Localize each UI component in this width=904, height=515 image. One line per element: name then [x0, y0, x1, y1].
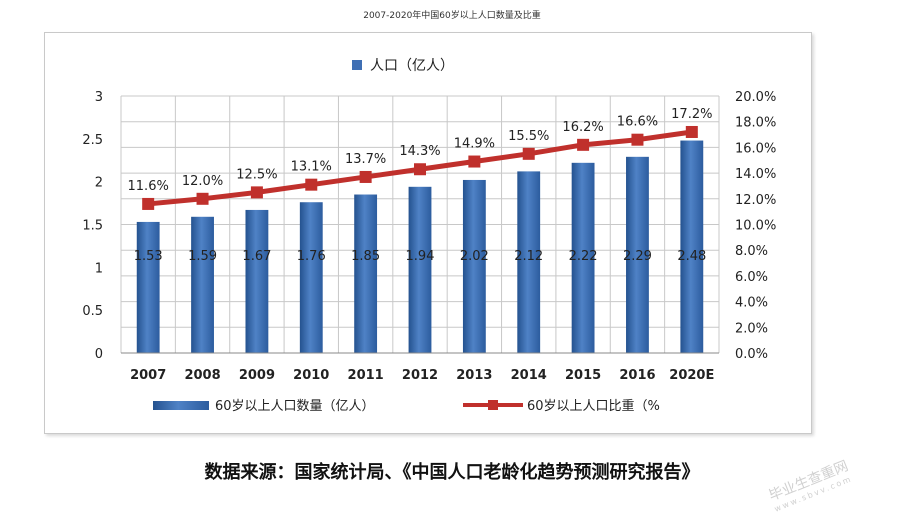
- line-data-label: 14.3%: [399, 144, 440, 159]
- line-point: [250, 186, 263, 199]
- line-point: [414, 163, 426, 176]
- top-legend-label: 人口（亿人）: [370, 58, 454, 74]
- bar-data-label: 1.67: [242, 249, 271, 264]
- chart-svg: 人口（亿人） 0 0.5 1 1.5 2 2.5 3 0.0% 2.0% 4.0% 6.0% 8.0…: [82, 58, 776, 414]
- bar-data-label: 1.53: [134, 249, 163, 264]
- y-right-tick-label: 0.0%: [735, 347, 768, 362]
- x-tick-label: 2015: [565, 368, 601, 383]
- line-data-label: 12.5%: [236, 167, 277, 182]
- bar: [517, 171, 541, 353]
- bar: [408, 186, 432, 353]
- bar-data-label: 1.85: [351, 249, 380, 264]
- legend-line-marker: [488, 400, 498, 410]
- line-point: [577, 138, 590, 151]
- bar: [354, 194, 378, 353]
- y-right-tick-label: 18.0%: [735, 116, 776, 131]
- y-right-tick-label: 14.0%: [735, 167, 776, 182]
- x-tick-label: 2013: [456, 368, 492, 383]
- x-tick-label: 2008: [184, 368, 220, 383]
- page-title: 2007-2020年中国60岁以上人口数量及比重: [363, 11, 541, 21]
- line-data-label: 15.5%: [508, 129, 549, 144]
- line-data-label: 13.7%: [345, 152, 386, 167]
- y-axis-left: 0 0.5 1 1.5 2 2.5 3: [82, 90, 103, 362]
- line-point: [468, 155, 481, 168]
- legend-line-label: 60岁以上人口比重（%: [527, 398, 660, 414]
- line-data-label: 14.9%: [454, 137, 495, 152]
- line-data-label: 13.1%: [291, 160, 332, 175]
- y-right-tick-label: 16.0%: [735, 141, 776, 156]
- bar: [571, 162, 595, 353]
- line-data-label: 17.2%: [671, 107, 712, 122]
- legend-bar-label: 60岁以上人口数量（亿人）: [215, 399, 375, 414]
- x-tick-label: 2009: [239, 368, 275, 383]
- x-tick-label: 2016: [619, 368, 655, 383]
- y-right-tick-label: 8.0%: [735, 244, 768, 259]
- y-left-tick-label: 2.5: [82, 133, 103, 148]
- bar-data-label: 2.02: [460, 249, 489, 264]
- x-tick-label: 2020E: [669, 368, 714, 383]
- bar: [680, 140, 704, 353]
- y-right-tick-label: 12.0%: [735, 193, 776, 208]
- x-tick-label: 2014: [511, 368, 547, 383]
- line-data-label: 12.0%: [182, 174, 223, 189]
- y-left-tick-label: 1: [95, 261, 103, 276]
- x-axis: 2007 2008 2009 2010 2011 2012 2013 2014 2015 2016…: [121, 352, 719, 383]
- bar-series: 1.53 1.59 1.67 1.76 1.85 1.94 2.02 2.12 2.22 2.29…: [134, 140, 706, 353]
- top-legend: 人口（亿人）: [352, 58, 454, 74]
- bar-data-label: 1.76: [297, 249, 326, 264]
- y-left-tick-label: 1.5: [82, 219, 103, 234]
- bar-data-label: 2.12: [514, 249, 543, 264]
- bar-data-label: 2.22: [569, 249, 598, 264]
- bar: [245, 209, 269, 353]
- line-point: [142, 197, 155, 210]
- y-left-tick-label: 3: [95, 90, 103, 105]
- y-right-tick-label: 2.0%: [735, 321, 768, 336]
- y-right-tick-label: 10.0%: [735, 219, 776, 234]
- x-tick-label: 2010: [293, 368, 329, 383]
- line-point: [631, 133, 644, 146]
- line-series: 11.6% 12.0% 12.5% 13.1% 13.7% 14.3% 14.9% 15.5%…: [128, 107, 712, 210]
- bottom-legend: 60岁以上人口数量（亿人） 60岁以上人口比重（%: [153, 398, 660, 414]
- line-point: [685, 125, 698, 138]
- line-point: [305, 178, 318, 191]
- y-right-tick-label: 6.0%: [735, 270, 768, 285]
- line-data-label: 16.2%: [562, 120, 603, 135]
- x-tick-label: 2007: [130, 368, 166, 383]
- bar-data-label: 1.94: [406, 249, 435, 264]
- y-left-tick-label: 0: [95, 347, 103, 362]
- bar: [462, 179, 486, 353]
- line-data-label: 16.6%: [617, 115, 658, 130]
- legend-bar-swatch: [153, 401, 209, 410]
- x-tick-label: 2012: [402, 368, 438, 383]
- bar: [136, 221, 160, 353]
- y-right-tick-label: 20.0%: [735, 90, 776, 105]
- y-axis-right: 0.0% 2.0% 4.0% 6.0% 8.0% 10.0% 12.0% 14.0% 16.0%…: [735, 90, 776, 362]
- top-legend-swatch: [352, 60, 362, 70]
- y-right-tick-label: 4.0%: [735, 296, 768, 311]
- x-tick-label: 2011: [348, 368, 384, 383]
- line-data-label: 11.6%: [128, 179, 169, 194]
- bar: [626, 156, 649, 353]
- line-point: [196, 192, 209, 205]
- y-left-tick-label: 0.5: [82, 304, 103, 319]
- chart-frame: 人口（亿人） 0 0.5 1 1.5 2 2.5 3 0.0% 2.0% 4.0% 6.0% 8.0…: [44, 32, 812, 434]
- bar: [191, 216, 214, 353]
- bar-data-label: 1.59: [188, 249, 217, 264]
- bar: [299, 202, 323, 353]
- source-note: 数据来源：国家统计局、《中国人口老龄化趋势预测研究报告》: [204, 462, 700, 483]
- line-point: [359, 170, 372, 183]
- bar-data-label: 2.48: [677, 249, 706, 264]
- bar-data-label: 2.29: [623, 249, 652, 264]
- line-point: [522, 147, 535, 160]
- y-left-tick-label: 2: [95, 176, 103, 191]
